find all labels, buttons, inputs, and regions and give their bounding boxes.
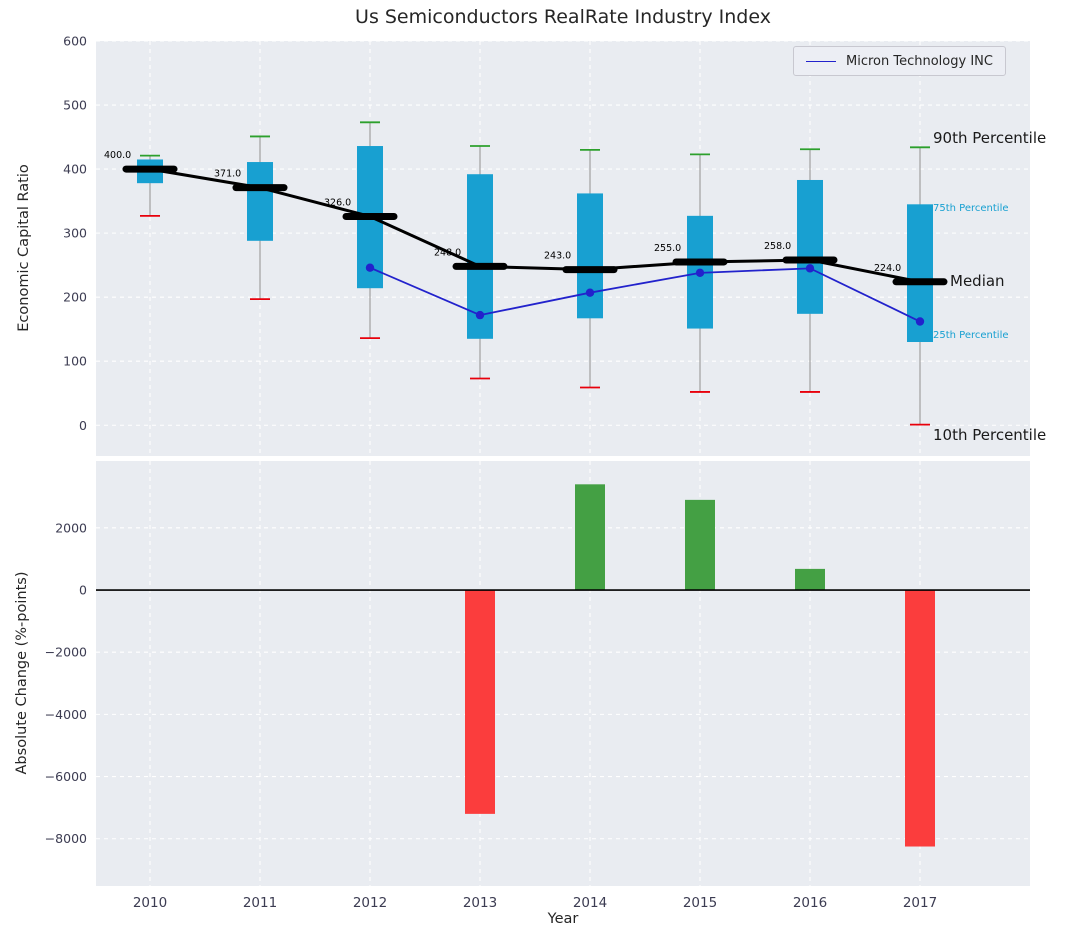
bottom-y-tick-label: −2000: [45, 645, 87, 660]
top-y-tick-label: 400: [63, 162, 87, 177]
median-value-label: 326.0: [324, 197, 351, 208]
x-tick-label: 2015: [683, 895, 717, 911]
micron-marker: [915, 317, 925, 326]
median-value-label: 400.0: [104, 150, 131, 161]
bottom-y-tick-label: 2000: [55, 520, 87, 535]
x-tick-label: 2014: [573, 895, 607, 911]
annotation-median: Median: [950, 272, 1005, 290]
top-y-tick-label: 300: [63, 226, 87, 241]
iqr-box-2011: [247, 162, 273, 241]
annotation-90th-percentile: 90th Percentile: [933, 129, 1047, 147]
median-value-label: 258.0: [764, 241, 791, 252]
x-axis-label: Year: [547, 911, 579, 927]
bottom-y-tick-label: −6000: [45, 769, 87, 784]
bottom-y-tick-label: −8000: [45, 831, 87, 846]
x-tick-label: 2016: [793, 895, 827, 911]
micron-line: [369, 266, 921, 323]
x-tick-label: 2012: [353, 895, 387, 911]
change-bar-2016: [795, 568, 825, 591]
median-value-label: 243.0: [544, 251, 571, 262]
micron-marker: [585, 288, 595, 297]
micron-marker: [365, 263, 375, 272]
bottom-y-axis-label: Absolute Change (%-points): [14, 571, 30, 775]
median-value-label: 224.0: [874, 263, 901, 274]
change-bar-2013: [465, 590, 495, 814]
panel-top: [96, 41, 1030, 456]
top-y-tick-label: 100: [63, 354, 87, 369]
x-tick-label: 2010: [133, 895, 167, 911]
change-bar-2017: [905, 590, 935, 847]
top-y-tick-label: 500: [63, 98, 87, 113]
change-bar-2014: [575, 484, 605, 591]
bottom-y-tick-label: 0: [79, 583, 87, 598]
legend: Micron Technology INC: [793, 46, 1006, 76]
iqr-box-2016: [797, 179, 823, 314]
chart-title: Us Semiconductors RealRate Industry Inde…: [355, 6, 771, 28]
median-value-label: 248.0: [434, 247, 461, 258]
x-tick-label: 2013: [463, 895, 497, 911]
top-y-axis-label: Economic Capital Ratio: [16, 164, 32, 332]
x-tick-label: 2017: [903, 895, 937, 911]
annotation-10th-percentile: 10th Percentile: [933, 426, 1047, 444]
micron-marker: [475, 310, 485, 320]
top-y-tick-label: 200: [63, 290, 87, 305]
median-value-label: 255.0: [654, 243, 681, 254]
micron-marker: [695, 268, 705, 278]
median-value-label: 371.0: [214, 169, 241, 180]
change-bar-2015: [685, 499, 715, 591]
legend-label: Micron Technology INC: [846, 53, 993, 69]
top-y-tick-label: 600: [63, 34, 87, 49]
iqr-box-2014: [577, 193, 603, 319]
top-y-tick-label: 0: [79, 418, 87, 433]
bottom-y-tick-label: −4000: [45, 707, 87, 722]
legend-line-swatch-icon: [806, 60, 836, 62]
annotation-25th-percentile: 25th Percentile: [933, 330, 1009, 341]
annotation-75th-percentile: 75th Percentile: [933, 203, 1009, 214]
x-tick-label: 2011: [243, 895, 277, 911]
micron-marker: [805, 264, 815, 273]
panel-bottom: [96, 461, 1030, 886]
